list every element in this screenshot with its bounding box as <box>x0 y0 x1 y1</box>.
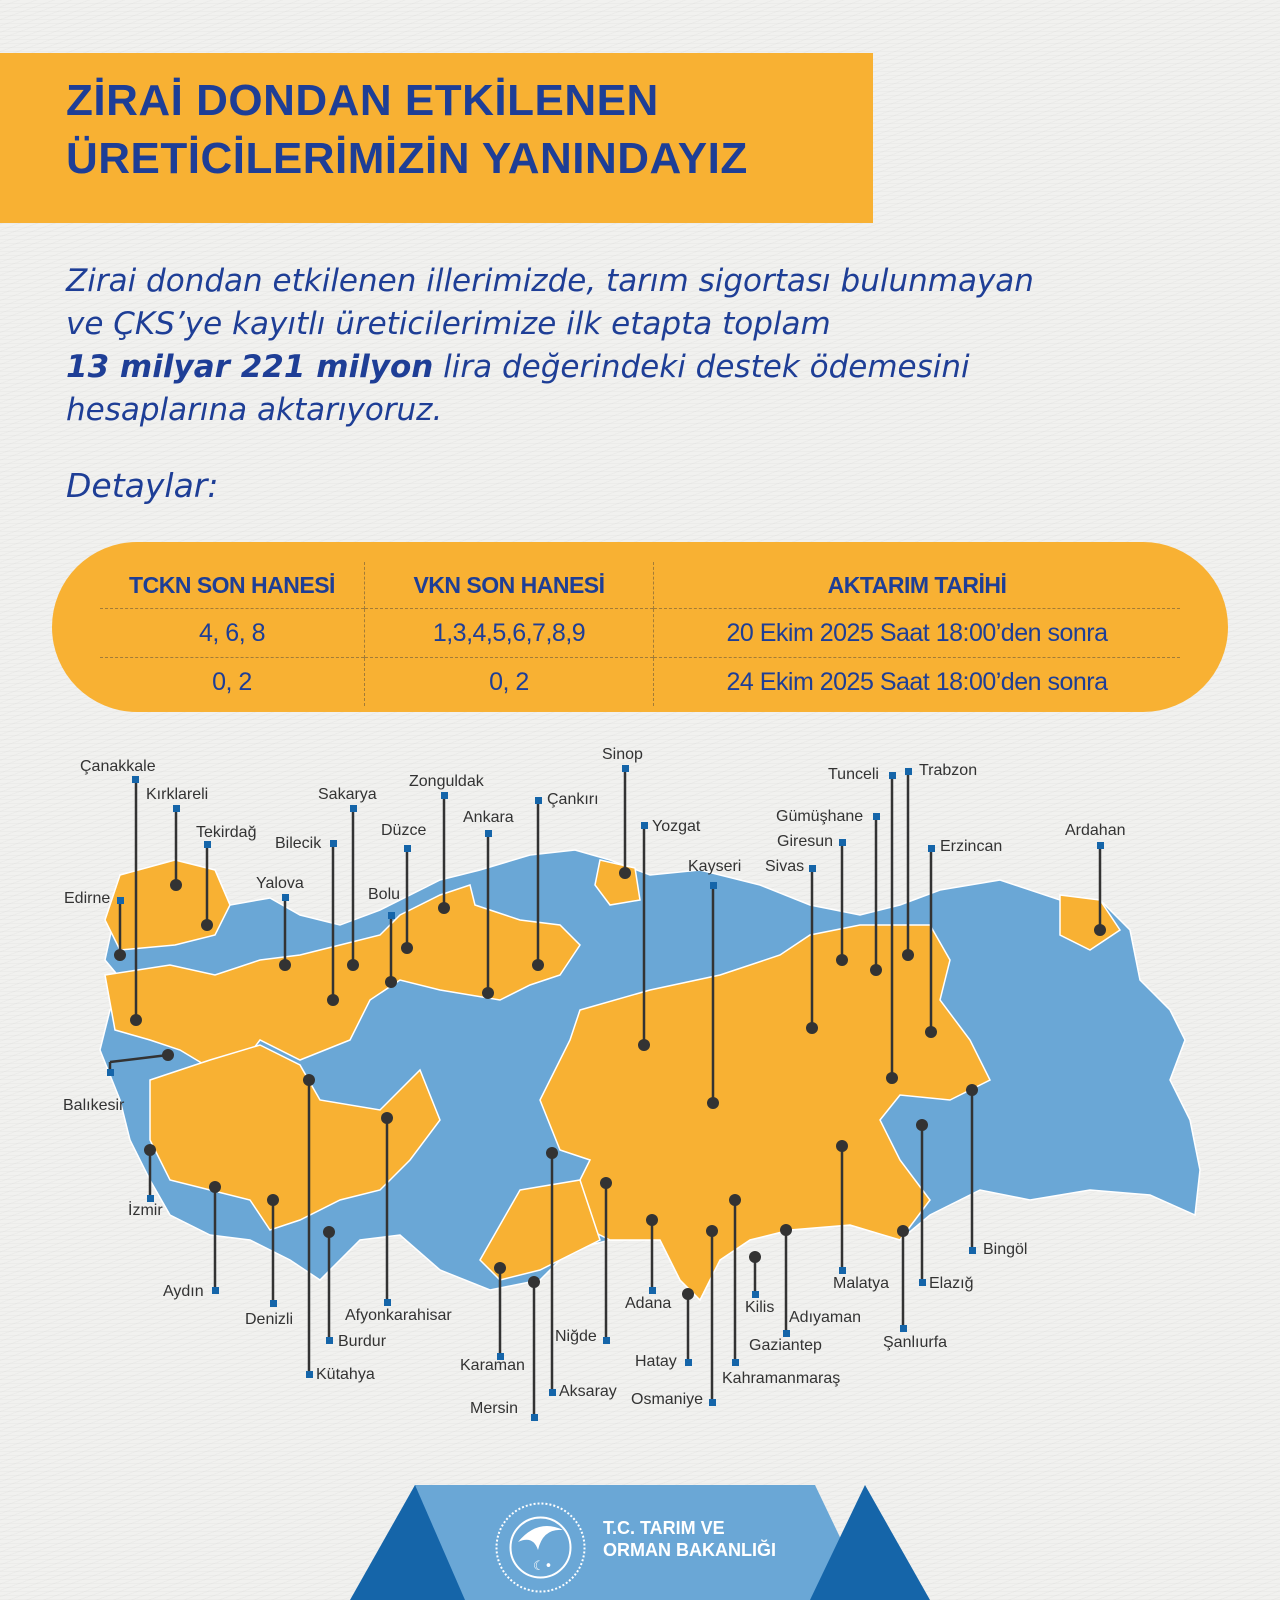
label-bilecik: Bilecik <box>275 835 322 852</box>
label-nigde: Niğde <box>555 1328 597 1345</box>
table-header-row: TCKN SON HANESİ VKN SON HANESİ AKTARIM T… <box>100 562 1180 609</box>
pin-lines <box>108 768 1102 1417</box>
label-trabzon: Trabzon <box>919 762 978 779</box>
label-gumushane: Gümüşhane <box>776 808 864 825</box>
label-yalova: Yalova <box>256 875 304 892</box>
intro-line: lira değerindeki destek ödemesini <box>433 349 970 385</box>
col-header-date: AKTARIM TARİHİ <box>653 562 1180 609</box>
label-kayseri: Kayseri <box>688 858 742 875</box>
payment-schedule-table: TCKN SON HANESİ VKN SON HANESİ AKTARIM T… <box>100 562 1180 706</box>
label-tunceli: Tunceli <box>828 766 879 783</box>
label-cankiri: Çankırı <box>547 791 599 808</box>
label-hatay: Hatay <box>635 1353 677 1370</box>
label-sinop: Sinop <box>602 746 643 763</box>
col-header-vkn: VKN SON HANESİ <box>364 562 654 609</box>
label-kilis: Kilis <box>745 1299 775 1316</box>
intro-paragraph: Zirai dondan etkilenen illerimizde, tarı… <box>66 260 1226 432</box>
label-afyonkarahisar: Afyonkarahisar <box>345 1307 452 1324</box>
label-sivas: Sivas <box>765 858 805 875</box>
label-bingol: Bingöl <box>983 1241 1028 1258</box>
ministry-logo-icon: ☾• <box>495 1502 586 1593</box>
label-osmaniye: Osmaniye <box>631 1391 704 1408</box>
title-banner <box>0 53 873 223</box>
label-kirklareli: Kırklareli <box>146 786 209 803</box>
label-adiyaman: Adıyaman <box>789 1309 862 1326</box>
date-cell: 20 Ekim 2025 Saat 18:00’den sonra <box>653 608 1180 658</box>
tckn-cell: 4, 6, 8 <box>100 608 365 658</box>
label-denizli: Denizli <box>245 1311 294 1328</box>
intro-line: ve ÇKS’ye kayıtlı üreticilerimize ilk et… <box>66 306 831 342</box>
label-ankara: Ankara <box>463 809 514 826</box>
ministry-name: T.C. TARIM VE ORMAN BAKANLIĞI <box>603 1517 776 1561</box>
title-line-2: ÜRETİCİLERİMİZİN YANINDAYIZ <box>66 134 748 183</box>
label-izmir: İzmir <box>128 1202 163 1219</box>
vkn-cell: 1,3,4,5,6,7,8,9 <box>364 608 654 658</box>
label-zonguldak: Zonguldak <box>409 773 484 790</box>
label-mersin: Mersin <box>470 1400 519 1417</box>
page-title: ZİRAİ DONDAN ETKİLENEN ÜRETİCİLERİMİZİN … <box>66 72 748 188</box>
label-erzincan: Erzincan <box>940 838 1003 855</box>
label-bolu: Bolu <box>368 886 401 903</box>
pin-dots <box>114 867 1106 1300</box>
date-cell: 24 Ekim 2025 Saat 18:00’den sonra <box>653 657 1180 706</box>
intro-line: hesaplarına aktarıyoruz. <box>66 392 443 428</box>
label-kahramanmaras: Kahramanmaraş <box>722 1370 841 1387</box>
label-canakkale: Çanakkale <box>80 758 156 775</box>
label-giresun: Giresun <box>777 833 834 850</box>
svg-text:☾•: ☾• <box>533 1559 552 1574</box>
title-line-1: ZİRAİ DONDAN ETKİLENEN <box>66 76 659 125</box>
vkn-cell: 0, 2 <box>364 657 654 706</box>
table-row: 4, 6, 8 1,3,4,5,6,7,8,9 20 Ekim 2025 Saa… <box>100 608 1180 658</box>
label-yozgat: Yozgat <box>652 818 701 835</box>
org-line-1: T.C. TARIM VE <box>603 1518 725 1538</box>
turkey-map <box>99 765 1201 1421</box>
label-gaziantep: Gaziantep <box>749 1337 822 1354</box>
label-sakarya: Sakarya <box>318 786 377 803</box>
label-balikesir: Balıkesir <box>63 1097 125 1114</box>
label-edirne: Edirne <box>64 890 111 907</box>
label-burdur: Burdur <box>338 1333 387 1350</box>
footer-banner <box>350 1485 930 1600</box>
pin-markers <box>107 765 1104 1421</box>
label-karaman: Karaman <box>460 1357 525 1374</box>
org-line-2: ORMAN BAKANLIĞI <box>603 1540 776 1560</box>
tckn-cell: 0, 2 <box>100 657 365 706</box>
label-aydin: Aydın <box>163 1283 204 1300</box>
col-header-tckn: TCKN SON HANESİ <box>129 571 335 598</box>
label-kutahya: Kütahya <box>316 1366 375 1383</box>
details-heading: Detaylar: <box>66 466 219 505</box>
label-adana: Adana <box>625 1295 672 1312</box>
label-aksaray: Aksaray <box>559 1383 617 1400</box>
label-elazig: Elazığ <box>929 1275 974 1292</box>
label-malatya: Malatya <box>833 1275 890 1292</box>
label-duzce: Düzce <box>381 822 427 839</box>
label-ardahan: Ardahan <box>1065 822 1126 839</box>
label-tekirdag: Tekirdağ <box>196 824 257 841</box>
intro-line: Zirai dondan etkilenen illerimizde, tarı… <box>66 263 1034 299</box>
label-sanliurfa: Şanlıurfa <box>883 1334 948 1351</box>
table-row: 0, 2 0, 2 24 Ekim 2025 Saat 18:00’den so… <box>100 657 1180 706</box>
affected-regions <box>104 859 1122 1302</box>
support-amount: 13 milyar 221 milyon <box>66 349 434 385</box>
